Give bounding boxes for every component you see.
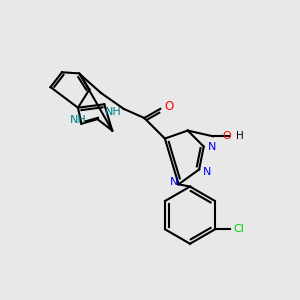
Text: NH: NH [105,106,122,117]
Text: Cl: Cl [233,224,244,234]
Text: O: O [222,131,231,141]
Text: N: N [170,177,178,187]
Text: N: N [202,167,211,177]
Text: O: O [165,100,174,113]
Text: H: H [236,131,244,141]
Text: N: N [208,142,217,152]
Text: NH: NH [70,115,86,124]
